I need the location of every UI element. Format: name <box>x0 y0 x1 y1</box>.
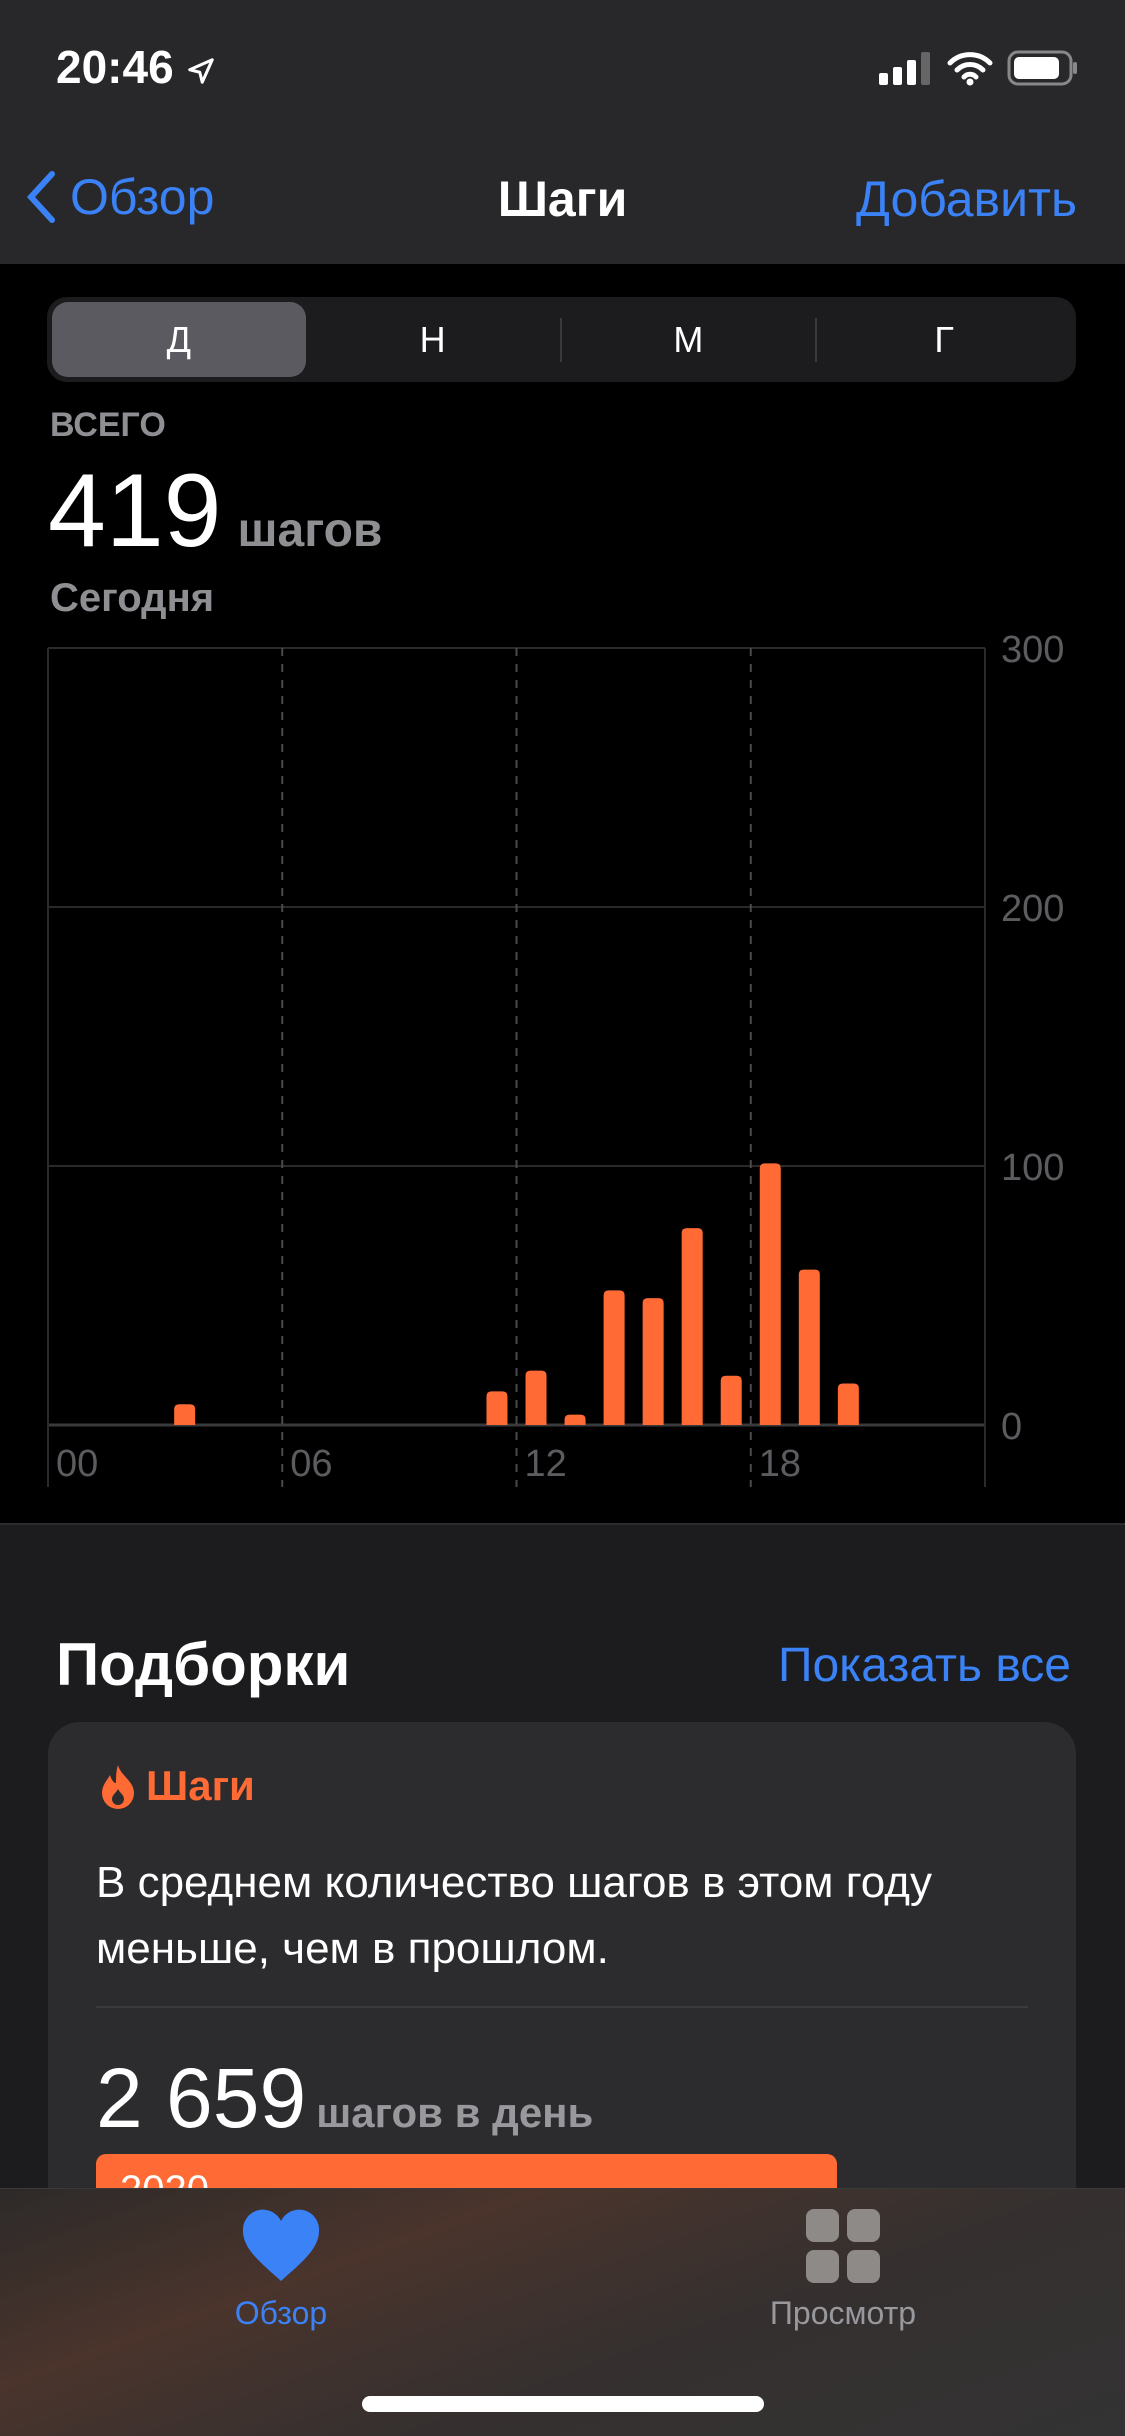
segment-year[interactable]: Г <box>934 318 954 360</box>
tab-label: Обзор <box>234 2295 328 2331</box>
period-label: Сегодня <box>50 576 215 620</box>
highlights-title: Подборки <box>56 1631 351 1698</box>
total-steps: 419 шагов <box>48 452 382 571</box>
back-button[interactable]: Обзор <box>26 168 214 226</box>
add-button[interactable]: Добавить <box>856 171 1077 227</box>
chart-bar <box>564 1414 586 1425</box>
chart-bar <box>720 1375 742 1425</box>
heart-icon <box>242 2209 320 2281</box>
chart-bar <box>642 1298 664 1425</box>
show-all-link[interactable]: Показать все <box>777 1639 1071 1692</box>
flame-icon <box>102 1765 134 1809</box>
average-steps: 2 659 шагов в день <box>96 2050 593 2147</box>
tab-label: Просмотр <box>769 2295 917 2331</box>
page-title: Шаги <box>497 171 628 227</box>
y-tick-label: 300 <box>1001 630 1064 671</box>
header <box>0 0 1125 264</box>
segment-month[interactable]: М <box>673 318 704 360</box>
x-tick-label: 12 <box>525 1443 567 1485</box>
segment-divider <box>815 317 818 362</box>
segment-divider <box>559 317 562 362</box>
average-unit: шагов в день <box>316 2089 594 2136</box>
tab-summary[interactable]: Обзор <box>131 2209 431 2332</box>
chart-bar <box>603 1290 625 1425</box>
card-divider <box>96 2006 1028 2008</box>
back-label: Обзор <box>70 169 215 225</box>
y-tick-label: 200 <box>1001 888 1064 930</box>
chart-bar <box>798 1269 820 1425</box>
period-segmented-control: Д Н М Г <box>47 297 1076 382</box>
grid-icon <box>806 2209 880 2283</box>
time-text: 20:46 <box>56 41 174 93</box>
average-value: 2 659 <box>96 2051 307 2145</box>
signal-icon <box>879 52 930 85</box>
wifi-icon <box>947 52 993 86</box>
chart-bar <box>525 1370 547 1425</box>
chevron-left-icon <box>26 171 55 223</box>
total-label: ВСЕГО <box>50 406 166 444</box>
tab-browse[interactable]: Просмотр <box>693 2209 993 2332</box>
card-category: Шаги <box>100 1762 255 1810</box>
chart-bar <box>681 1228 703 1425</box>
card-text: В среднем количество шагов в этом году м… <box>96 1858 932 1973</box>
home-indicator[interactable] <box>362 2396 764 2412</box>
chart-bar <box>759 1163 781 1425</box>
y-tick-label: 100 <box>1001 1147 1064 1189</box>
y-tick-label: 0 <box>1001 1406 1022 1448</box>
status-icons <box>879 50 1079 86</box>
segment-day[interactable]: Д <box>52 302 306 377</box>
status-time: 20:46 <box>56 40 216 94</box>
segment-week[interactable]: Н <box>419 318 446 360</box>
x-tick-label: 06 <box>290 1443 332 1485</box>
total-unit: шагов <box>237 504 383 557</box>
chart-bar <box>837 1383 859 1425</box>
x-tick-label: 00 <box>56 1443 98 1485</box>
steps-chart[interactable]: 0 100 200 300 00 06 12 18 <box>0 630 1125 1510</box>
battery-icon <box>1007 50 1077 86</box>
chart-bar <box>174 1404 196 1425</box>
x-tick-label: 18 <box>759 1443 801 1485</box>
chart-bar <box>486 1391 508 1425</box>
total-value: 419 <box>48 453 222 569</box>
card-tag-label: Шаги <box>146 1762 255 1809</box>
location-icon <box>188 58 215 84</box>
tab-bar: Обзор Просмотр <box>0 2188 1125 2436</box>
